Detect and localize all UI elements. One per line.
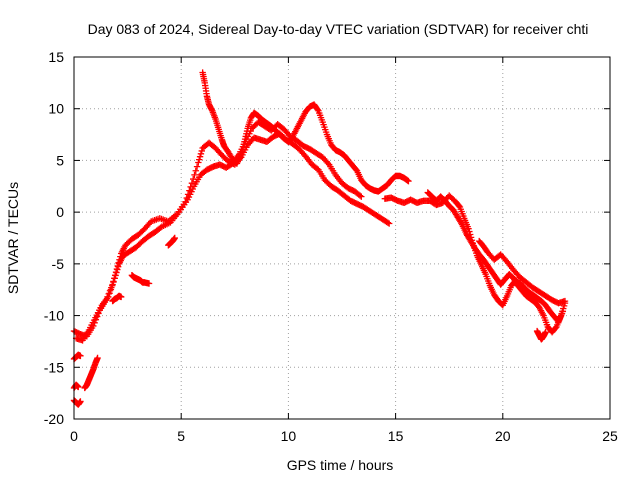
- y-tick-label: -5: [52, 256, 65, 272]
- data-point: [198, 147, 205, 155]
- data-point: [314, 106, 321, 113]
- data-point: [324, 159, 332, 167]
- x-tick-label: 5: [177, 428, 185, 444]
- x-axis-label: GPS time / hours: [287, 457, 394, 473]
- y-tick-label: 15: [48, 49, 64, 65]
- data-point: [191, 171, 198, 179]
- data-point: [94, 354, 101, 362]
- data-point: [77, 398, 84, 405]
- data-point: [384, 219, 392, 226]
- data-point: [106, 290, 113, 297]
- data-point: [356, 192, 364, 199]
- data-point: [193, 163, 201, 170]
- data-point: [107, 286, 115, 293]
- data-point: [171, 234, 178, 242]
- y-axis-label: SDTVAR / TECUs: [5, 182, 21, 294]
- axis-ticks: 0 5 10 15 20 25 -20 -15 -10 -5 0 5 10 15: [44, 49, 618, 444]
- data-point: [358, 193, 365, 200]
- y-tick-label: -20: [44, 411, 64, 427]
- x-tick-label: 10: [281, 428, 297, 444]
- y-tick-label: -15: [44, 359, 64, 375]
- data-point: [405, 177, 412, 185]
- y-tick-label: 5: [56, 152, 64, 168]
- data-point: [108, 282, 116, 289]
- data-point: [111, 275, 118, 282]
- data-point: [145, 280, 153, 287]
- data-point: [195, 159, 202, 166]
- data-point: [385, 220, 393, 227]
- data-point: [196, 153, 204, 160]
- chart-title: Day 083 of 2024, Sidereal Day-to-day VTE…: [88, 21, 589, 37]
- x-tick-label: 0: [70, 428, 78, 444]
- data-point: [458, 219, 465, 227]
- data-point: [455, 202, 463, 210]
- data-point: [112, 272, 119, 279]
- data-point: [110, 278, 117, 286]
- data-points: [70, 69, 569, 408]
- data-point: [114, 263, 122, 270]
- y-tick-label: -10: [44, 308, 64, 324]
- data-point: [75, 383, 82, 391]
- data-point: [192, 167, 199, 174]
- data-point: [113, 269, 120, 276]
- y-tick-label: 10: [48, 101, 64, 117]
- y-tick-label: 0: [56, 204, 64, 220]
- data-point: [196, 156, 203, 163]
- x-tick-label: 15: [388, 428, 404, 444]
- grid-layer: [74, 57, 610, 419]
- data-point: [105, 293, 112, 301]
- x-tick-label: 20: [495, 428, 511, 444]
- data-point: [542, 328, 549, 336]
- plot-frame: [73, 56, 611, 420]
- x-tick-label: 25: [602, 428, 618, 444]
- data-point: [77, 352, 84, 360]
- data-point: [197, 150, 205, 158]
- data-point: [117, 293, 125, 301]
- data-point: [114, 266, 121, 273]
- data-point: [561, 297, 569, 305]
